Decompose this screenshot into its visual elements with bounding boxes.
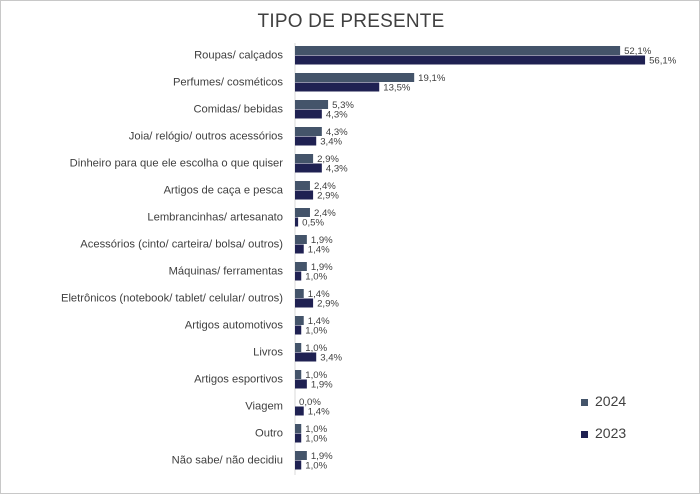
bar-2023 <box>295 298 314 308</box>
bar-2024 <box>295 154 314 163</box>
bar-2023 <box>295 406 304 416</box>
data-label-2024: 0,0% <box>299 397 321 408</box>
data-label-2024: 4,3% <box>326 127 348 138</box>
bar-2024 <box>295 424 302 433</box>
bar-2023 <box>295 217 299 227</box>
data-label-2023: 1,0% <box>305 434 327 445</box>
data-label-2024: 1,9% <box>311 262 333 273</box>
data-label-2024: 52,1% <box>624 46 652 57</box>
bar-2024 <box>295 343 302 352</box>
data-label-2024: 1,4% <box>308 316 330 327</box>
chart-title: TIPO DE PRESENTE <box>257 11 445 32</box>
bar-2024 <box>295 46 621 55</box>
category-label: Livros <box>253 347 283 359</box>
category-label: Roupas/ calçados <box>194 50 283 62</box>
data-label-2024: 2,4% <box>314 181 336 192</box>
legend-swatch-2024 <box>581 399 588 406</box>
data-label-2023: 13,5% <box>383 83 411 94</box>
data-label-2024: 1,9% <box>311 451 333 462</box>
category-label: Máquinas/ ferramentas <box>169 266 284 278</box>
bar-2024 <box>295 181 310 190</box>
data-label-2023: 1,0% <box>305 326 327 337</box>
bar-2023 <box>295 55 646 65</box>
data-label-2023: 1,4% <box>308 245 330 256</box>
data-label-2023: 2,9% <box>317 191 339 202</box>
data-label-2023: 1,0% <box>305 461 327 472</box>
data-label-2024: 2,9% <box>317 154 339 165</box>
bar-2023 <box>295 109 322 119</box>
bar-2024 <box>295 289 304 298</box>
bar-2024 <box>295 100 329 109</box>
data-label-2023: 1,0% <box>305 272 327 283</box>
category-label: Lembrancinhas/ artesanato <box>147 212 283 224</box>
category-label: Viagem <box>245 401 283 413</box>
bar-2024 <box>295 127 322 136</box>
data-label-2024: 1,0% <box>305 424 327 435</box>
data-label-2024: 5,3% <box>332 100 354 111</box>
legend-label-2024: 2024 <box>595 393 626 409</box>
legend-label-2023: 2023 <box>595 425 626 441</box>
bar-2023 <box>295 163 322 173</box>
category-label: Dinheiro para que ele escolha o que quis… <box>70 158 284 170</box>
category-label: Artigos automotivos <box>185 320 284 332</box>
category-label: Perfumes/ cosméticos <box>173 77 283 89</box>
data-label-2024: 2,4% <box>314 208 336 219</box>
bar-2023 <box>295 271 302 281</box>
data-label-2023: 3,4% <box>320 353 342 364</box>
bar-2023 <box>295 244 304 254</box>
category-label: Artigos esportivos <box>194 374 283 386</box>
bar-2023 <box>295 190 314 200</box>
bar-2023 <box>295 460 302 470</box>
data-label-2023: 0,5% <box>302 218 324 229</box>
category-label: Acessórios (cinto/ carteira/ bolsa/ outr… <box>80 239 283 251</box>
category-label: Comidas/ bebidas <box>193 104 283 116</box>
category-label: Não sabe/ não decidiu <box>172 455 283 467</box>
bar-2024 <box>295 262 307 271</box>
bar-2024 <box>295 451 307 460</box>
category-label: Artigos de caça e pesca <box>164 185 284 197</box>
category-label: Joia/ relógio/ outros acessórios <box>129 131 284 143</box>
data-label-2023: 3,4% <box>320 137 342 148</box>
bar-2024 <box>295 208 310 217</box>
bar-2023 <box>295 82 380 92</box>
bar-2024 <box>295 235 307 244</box>
data-label-2023: 56,1% <box>649 56 677 67</box>
data-label-2023: 1,9% <box>311 380 333 391</box>
data-label-2023: 4,3% <box>326 164 348 175</box>
bar-2024 <box>295 73 415 82</box>
legend-swatch-2023 <box>581 431 588 438</box>
bar-2024 <box>295 370 302 379</box>
bar-2023 <box>295 433 302 443</box>
bar-2024 <box>295 316 304 325</box>
bar-2023 <box>295 352 317 362</box>
data-label-2023: 2,9% <box>317 299 339 310</box>
data-label-2024: 1,9% <box>311 235 333 246</box>
data-label-2023: 4,3% <box>326 110 348 121</box>
bar-2023 <box>295 136 317 146</box>
bar-2023 <box>295 325 302 335</box>
category-label: Outro <box>255 428 283 440</box>
data-label-2024: 19,1% <box>418 73 446 84</box>
bar-2023 <box>295 379 307 389</box>
data-label-2024: 1,0% <box>305 343 327 354</box>
data-label-2024: 1,0% <box>305 370 327 381</box>
data-label-2023: 1,4% <box>308 407 330 418</box>
data-label-2024: 1,4% <box>308 289 330 300</box>
category-label: Eletrônicos (notebook/ tablet/ celular/ … <box>61 293 283 305</box>
